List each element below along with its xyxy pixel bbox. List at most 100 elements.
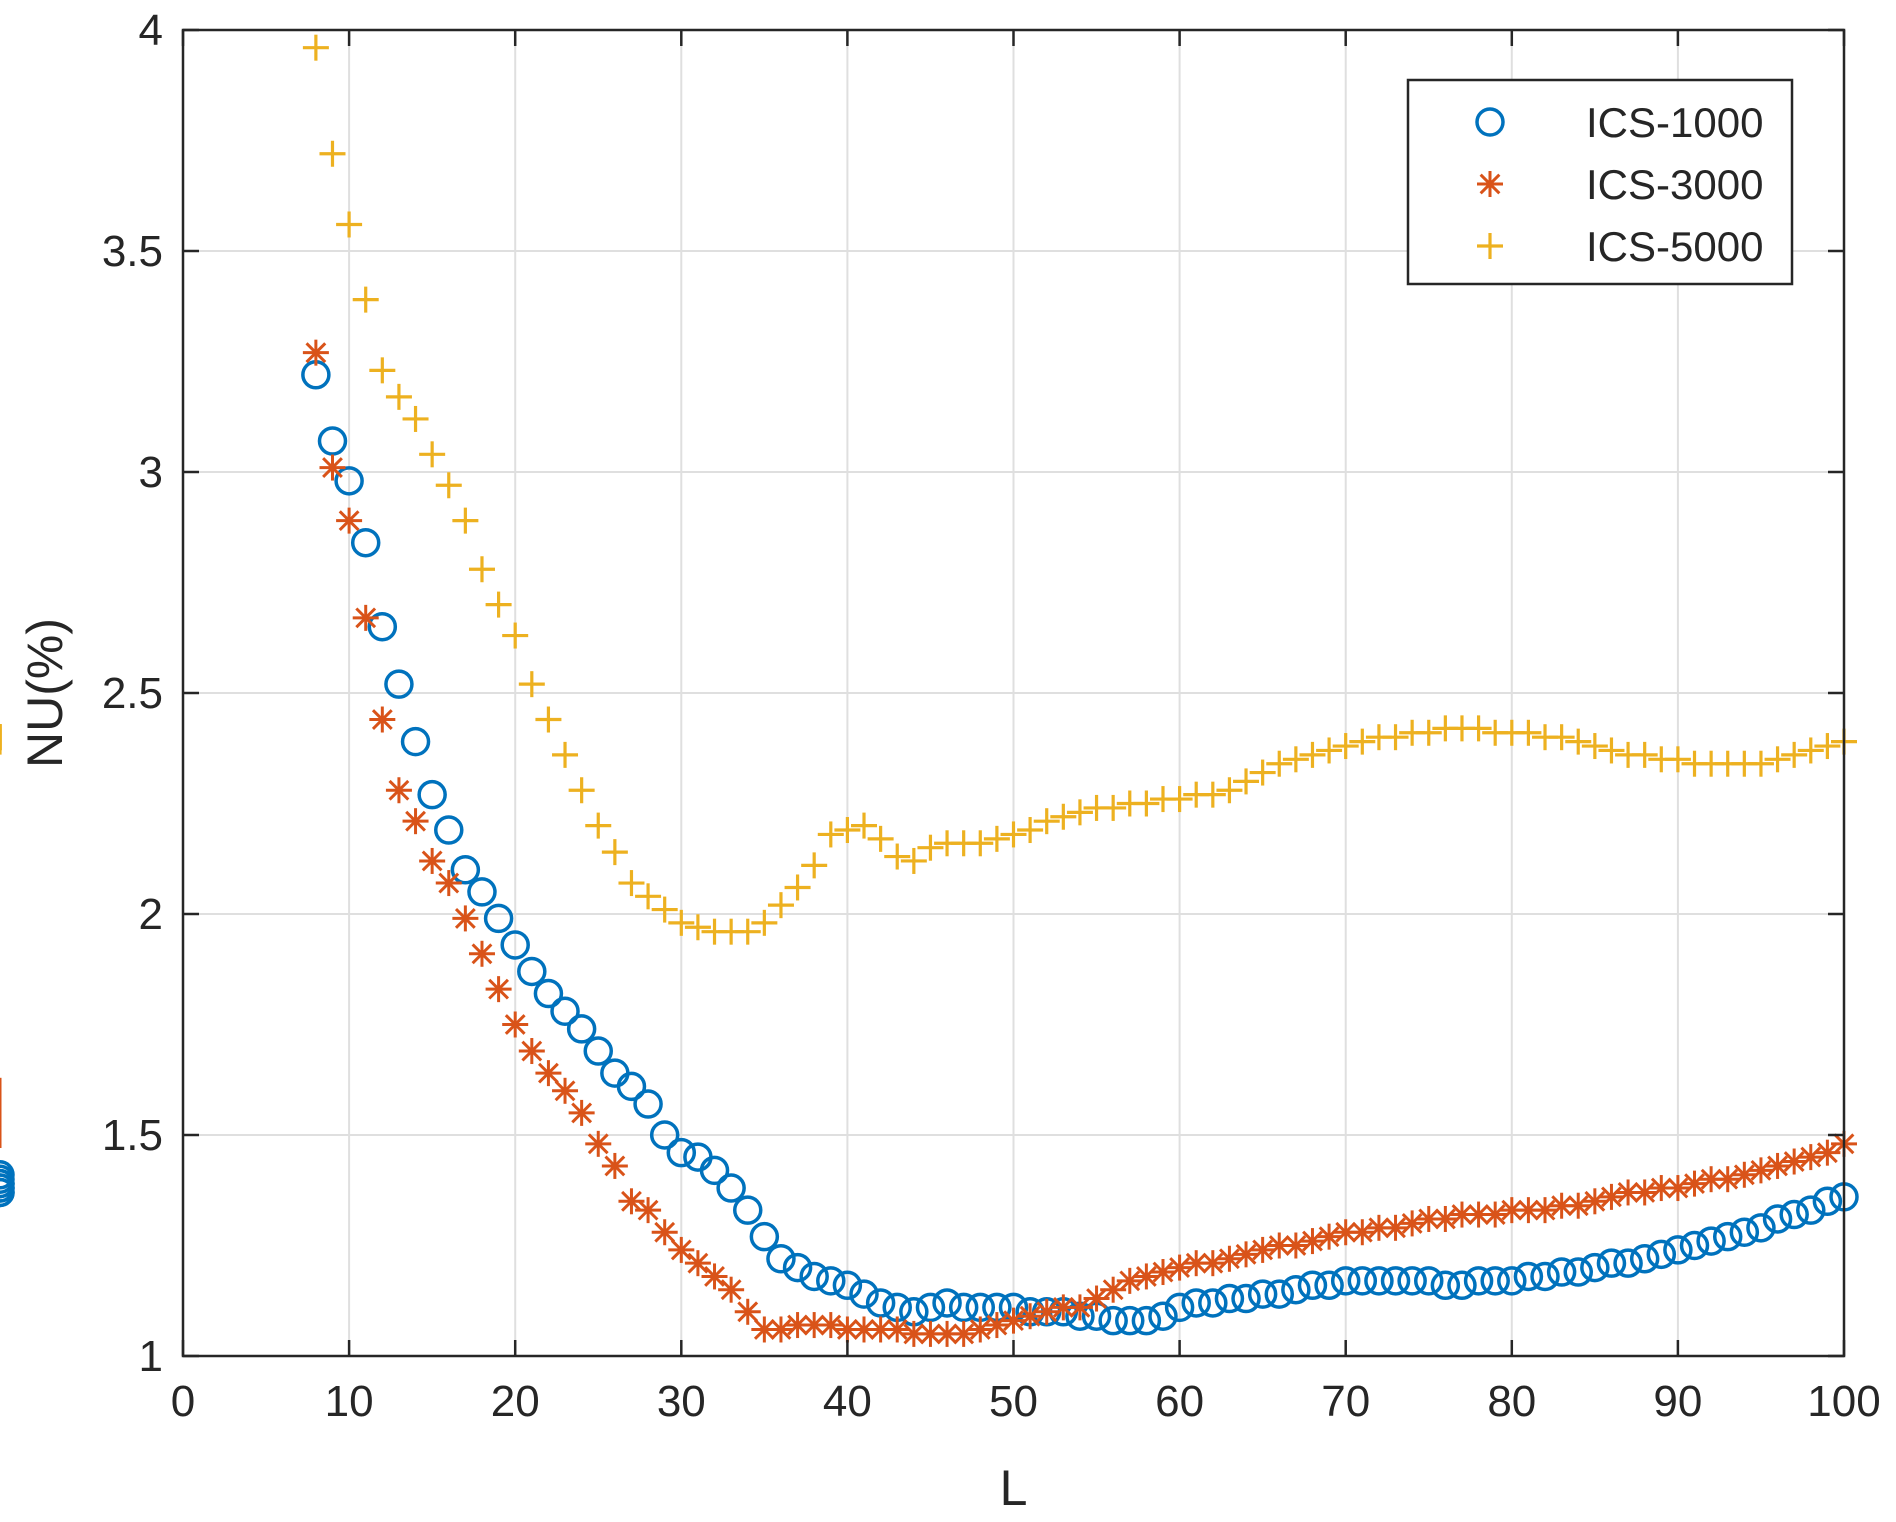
data-point — [851, 812, 878, 839]
asterisk-stroke — [1036, 1301, 1058, 1323]
asterisk-stroke — [1252, 1239, 1274, 1261]
asterisk-stroke — [720, 1279, 742, 1301]
asterisk-stroke — [1235, 1243, 1257, 1265]
x-tick-label: 40 — [823, 1377, 872, 1426]
x-tick-label: 70 — [1321, 1377, 1370, 1426]
data-point — [666, 1137, 697, 1168]
data-point — [1233, 1241, 1260, 1268]
y-tick-label: 3 — [139, 448, 163, 497]
legend-label: ICS-5000 — [1586, 223, 1763, 270]
data-point — [1050, 803, 1077, 830]
asterisk-stroke — [920, 1323, 941, 1345]
x-tick-label: 10 — [325, 1377, 374, 1426]
data-point — [1100, 794, 1127, 821]
data-point — [1581, 1188, 1608, 1215]
asterisk-stroke — [1119, 1270, 1141, 1292]
data-point — [0, 1160, 15, 1190]
data-point — [1249, 759, 1276, 786]
asterisk-stroke — [1434, 1208, 1456, 1230]
asterisk-stroke — [1003, 1310, 1024, 1332]
data-point — [568, 1099, 595, 1126]
asterisk-stroke — [454, 907, 476, 929]
asterisk-stroke — [1102, 1279, 1124, 1301]
data-point — [435, 472, 462, 499]
data-point — [1814, 733, 1841, 760]
series-ics-5000 — [0, 34, 1857, 945]
data-point — [1133, 790, 1160, 817]
data-point — [485, 976, 512, 1003]
asterisk-stroke — [1684, 1173, 1705, 1195]
asterisk-stroke — [521, 1040, 543, 1062]
x-tick-label: 80 — [1487, 1377, 1536, 1426]
data-point — [701, 1263, 728, 1290]
asterisk-stroke — [803, 1314, 825, 1336]
data-point — [749, 1221, 780, 1252]
data-point — [352, 604, 379, 631]
data-point — [782, 1252, 813, 1283]
asterisk-stroke — [621, 1190, 642, 1212]
data-point — [552, 1077, 579, 1104]
asterisk-stroke — [1717, 1168, 1739, 1190]
data-point — [452, 507, 479, 534]
data-point — [384, 669, 414, 699]
data-point — [1166, 1254, 1193, 1281]
data-point — [618, 1188, 645, 1215]
data-point — [367, 611, 398, 642]
data-point — [1198, 1288, 1228, 1318]
data-point — [552, 741, 579, 768]
y-tick-label: 3.5 — [102, 227, 163, 276]
data-point — [319, 454, 346, 481]
data-point — [865, 1288, 896, 1318]
asterisk-stroke — [1468, 1204, 1490, 1225]
asterisk-stroke — [488, 978, 510, 1000]
data-point — [319, 140, 346, 167]
data-point — [1299, 741, 1326, 768]
data-point — [369, 706, 396, 733]
asterisk-stroke — [1479, 173, 1501, 195]
asterisk-stroke — [670, 1239, 692, 1261]
data-point — [385, 777, 412, 804]
data-point — [734, 918, 761, 945]
asterisk-stroke — [1733, 1164, 1755, 1186]
data-point — [1779, 1199, 1809, 1230]
data-point — [668, 909, 695, 936]
data-point — [1399, 1210, 1426, 1237]
asterisk-stroke — [936, 1323, 958, 1345]
data-point — [618, 870, 645, 897]
data-point — [668, 1236, 695, 1263]
data-point — [1148, 1301, 1178, 1331]
asterisk-stroke — [1584, 1190, 1606, 1212]
data-point — [900, 847, 927, 874]
data-point — [1513, 1261, 1544, 1292]
asterisk-stroke — [787, 1314, 808, 1336]
data-point — [884, 843, 911, 870]
data-point — [601, 1152, 628, 1179]
data-point — [1797, 1144, 1824, 1171]
data-point — [302, 339, 329, 366]
asterisk-stroke — [1451, 1204, 1473, 1225]
y-tick-label: 1.5 — [102, 1111, 163, 1160]
asterisk-stroke — [371, 709, 393, 730]
data-point — [585, 812, 612, 839]
asterisk-stroke — [1783, 1151, 1805, 1172]
x-tick-label: 30 — [657, 1377, 706, 1426]
data-point — [1115, 1305, 1145, 1336]
asterisk-stroke — [770, 1319, 792, 1340]
data-point — [651, 896, 678, 923]
data-point — [983, 825, 1010, 852]
data-point — [468, 940, 495, 967]
data-point — [1133, 1263, 1160, 1290]
data-point — [1316, 737, 1343, 764]
data-point — [1033, 1298, 1060, 1325]
asterisk-stroke — [305, 342, 327, 364]
x-axis-title: L — [1000, 1460, 1028, 1516]
data-point — [1448, 1201, 1475, 1228]
data-point — [1664, 1175, 1691, 1202]
data-point — [336, 507, 363, 534]
data-point — [915, 1292, 946, 1323]
asterisk-stroke — [587, 1133, 609, 1155]
asterisk-stroke — [1567, 1195, 1589, 1217]
data-point — [502, 622, 529, 649]
data-point — [816, 1266, 846, 1296]
data-point — [948, 1292, 979, 1323]
